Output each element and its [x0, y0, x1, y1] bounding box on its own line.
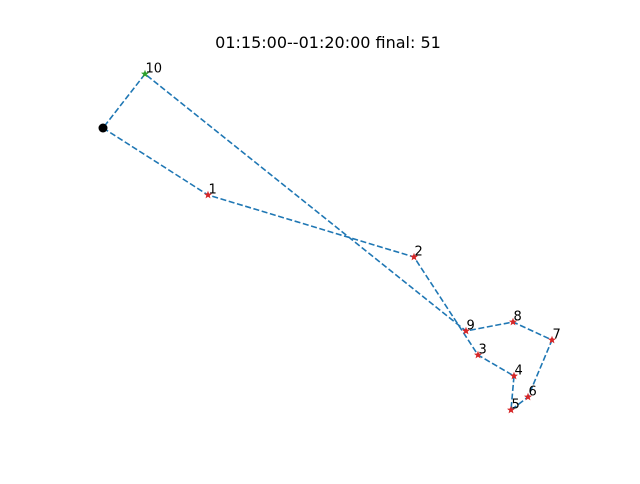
- stop-label-8: 8: [514, 310, 522, 325]
- stop-label-6: 6: [529, 385, 537, 400]
- stop-label-3: 3: [479, 343, 487, 358]
- marker-layer: [98, 69, 556, 414]
- label-layer: 1 2 3 4 56 7 8 9 10: [146, 62, 561, 413]
- stop-marker-4: [510, 371, 518, 380]
- stop-marker-5: [507, 405, 515, 414]
- route-line: [102, 73, 553, 411]
- stop-marker-7: [548, 335, 556, 344]
- stop-marker-2: [410, 252, 418, 261]
- stop-label-10: 10: [146, 62, 163, 77]
- stop-marker-1: [204, 190, 212, 199]
- stop-label-7: 7: [553, 328, 561, 343]
- stop-label-5: 5: [512, 398, 520, 413]
- stop-label-2: 2: [415, 245, 423, 260]
- stop-label-4: 4: [515, 364, 523, 379]
- stop-label-1: 1: [209, 183, 217, 198]
- route-layer: [102, 73, 553, 411]
- stop-marker-9: [462, 326, 470, 335]
- chart-title: 01:15:00--01:20:00 final: 51: [215, 33, 441, 52]
- stop-marker-6: [524, 392, 532, 401]
- start-point-marker: [98, 123, 108, 133]
- stop-marker-3: [474, 350, 482, 359]
- stop-marker-10: [141, 69, 149, 78]
- stop-label-9: 9: [467, 319, 475, 334]
- stop-marker-8: [509, 317, 517, 326]
